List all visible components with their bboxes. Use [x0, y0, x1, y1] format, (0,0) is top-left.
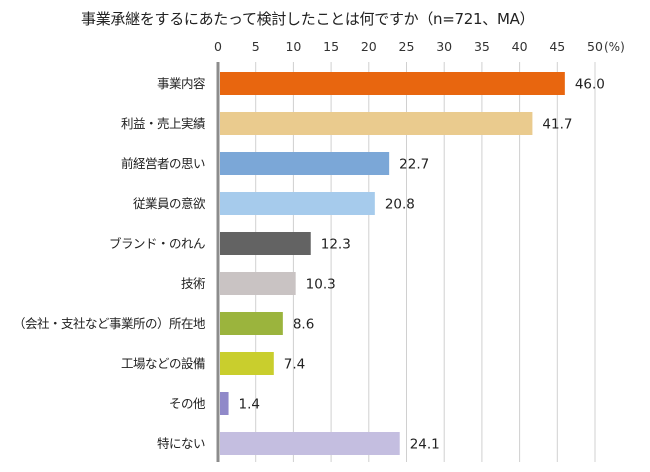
category-label: ブランド・のれん — [109, 236, 205, 251]
gridlines — [255, 62, 596, 462]
bar — [220, 72, 565, 95]
value-label: 46.0 — [575, 77, 605, 93]
value-label: 41.7 — [542, 117, 572, 133]
x-axis-ticks: 0 5 10 15 20 25 30 35 40 45 50 — [214, 39, 603, 54]
bar — [220, 232, 311, 255]
category-label: 技術 — [181, 276, 205, 291]
x-tick-label: 20 — [361, 39, 377, 54]
bar — [220, 112, 533, 135]
category-label: 従業員の意欲 — [133, 196, 205, 211]
chart-title: 事業承継をするにあたって検討したことは何ですか（n=721、MA） — [81, 10, 535, 28]
x-tick-label: 50 — [587, 39, 603, 54]
bar — [220, 152, 390, 175]
value-labels: 46.0 41.7 22.7 20.8 12.3 10.3 8.6 7.4 1.4 24.1 — [239, 77, 605, 453]
x-tick-label: 35 — [474, 39, 490, 54]
category-label: その他 — [169, 396, 206, 411]
x-tick-label: 45 — [549, 39, 565, 54]
x-tick-label: 30 — [436, 39, 452, 54]
x-tick-label: 10 — [285, 39, 301, 54]
bar — [220, 312, 283, 335]
bar — [220, 352, 274, 375]
value-label: 8.6 — [293, 317, 314, 333]
value-label: 20.8 — [385, 197, 415, 213]
bar — [220, 432, 400, 455]
category-label: （会社・支社など事業所の）所在地 — [13, 316, 206, 331]
category-label: 特にない — [157, 436, 205, 451]
category-label: 前経営者の思い — [121, 156, 205, 171]
category-label: 工場などの設備 — [121, 356, 205, 371]
x-tick-label: 40 — [512, 39, 528, 54]
x-tick-label: 15 — [323, 39, 339, 54]
unit-label: (%) — [604, 40, 625, 54]
x-tick-label: 5 — [252, 39, 260, 54]
category-label: 事業内容 — [157, 76, 205, 91]
value-label: 10.3 — [306, 277, 336, 293]
bar — [220, 272, 296, 295]
value-label: 7.4 — [284, 357, 305, 373]
value-label: 22.7 — [399, 157, 429, 173]
value-label: 24.1 — [410, 437, 440, 453]
x-tick-label: 25 — [399, 39, 415, 54]
bar — [220, 392, 229, 415]
bar — [220, 192, 375, 215]
value-label: 1.4 — [239, 397, 260, 413]
value-label: 12.3 — [321, 237, 351, 253]
bars — [220, 72, 565, 455]
category-label: 利益・売上実績 — [121, 116, 205, 131]
x-tick-label: 0 — [214, 39, 222, 54]
